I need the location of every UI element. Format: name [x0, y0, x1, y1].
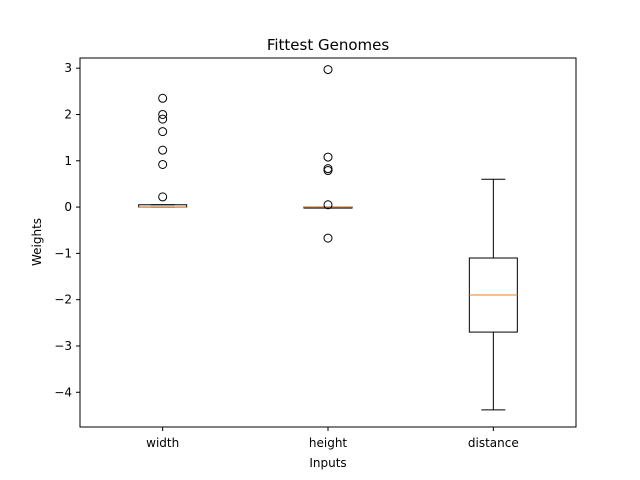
outlier-point: [158, 93, 168, 103]
y-tick-label: 2: [64, 107, 72, 121]
chart-title: Fittest Genomes: [267, 36, 390, 54]
outlier-point: [323, 233, 333, 243]
outlier-point: [158, 127, 168, 137]
y-tick-label: 3: [64, 61, 72, 75]
outlier-point: [158, 114, 168, 124]
x-tick-label: width: [146, 436, 179, 450]
box-group-width: [138, 93, 188, 208]
outlier-point: [158, 109, 168, 119]
y-tick-label: −3: [54, 339, 72, 353]
outlier-point: [323, 200, 333, 210]
box-group-height: [303, 65, 353, 243]
outlier-point: [158, 192, 168, 202]
y-tick-label: 1: [64, 154, 72, 168]
outlier-point: [323, 152, 333, 162]
x-tick-label: height: [309, 436, 348, 450]
outlier-point: [158, 145, 168, 155]
y-tick-label: −2: [54, 293, 72, 307]
outlier-point: [323, 166, 333, 176]
y-tick-label: −4: [54, 385, 72, 399]
y-tick-label: 0: [64, 200, 72, 214]
x-tick-label: distance: [468, 436, 519, 450]
plot-area: [138, 65, 518, 411]
x-axis-label: Inputs: [309, 456, 346, 470]
outlier-point: [323, 65, 333, 75]
box-group-distance: [468, 178, 518, 411]
axes: 3 2 1 0 −1 −2 −3 −4 width height distance: [54, 57, 577, 450]
outlier-point: [158, 159, 168, 169]
y-tick-label: −1: [54, 246, 72, 260]
y-axis-label: Weights: [30, 218, 44, 266]
